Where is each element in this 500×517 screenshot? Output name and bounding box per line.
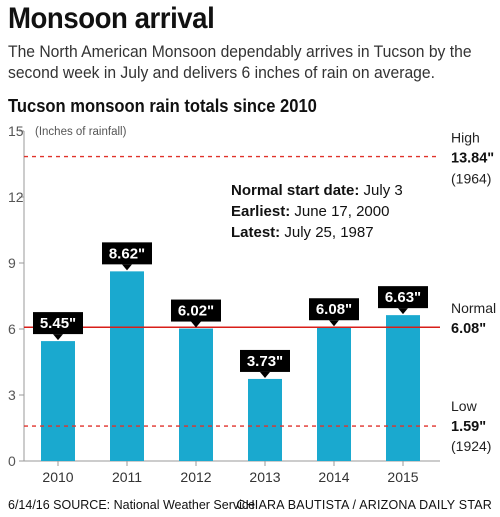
- footer-credit: CHIARA BAUTISTA / ARIZONA DAILY STAR: [236, 498, 492, 512]
- normal-start-value: July 3: [359, 182, 403, 199]
- ref-value-low: 1.59": [451, 419, 486, 435]
- chart-subhead: Tucson monsoon rain totals since 2010: [8, 96, 317, 116]
- x-tick-label-2015: 2015: [387, 469, 418, 485]
- bars: [41, 271, 420, 461]
- axes: 0 3 6 9 12 15 (Inches of rainfall) 2010 2011 2012…: [8, 123, 440, 485]
- latest-value: July 25, 1987: [280, 224, 374, 241]
- bar-2014: [317, 327, 351, 461]
- data-label-pointer: [191, 321, 201, 328]
- data-label-2014: 6.08": [316, 301, 352, 318]
- data-label-pointer: [53, 334, 63, 341]
- data-label-pointer: [329, 320, 339, 327]
- ref-value-high: 13.84": [451, 151, 494, 167]
- data-label-box: [378, 286, 428, 309]
- latest-label: Latest:: [231, 224, 281, 241]
- x-tick-label-2010: 2010: [42, 469, 73, 485]
- earliest-line: Earliest: June 17, 2000: [231, 201, 403, 222]
- y-tick-label: 9: [8, 255, 16, 271]
- earliest-label: Earliest:: [231, 203, 291, 220]
- bar-2010: [41, 341, 75, 461]
- ref-name-low: Low: [451, 398, 478, 414]
- data-label-2015: 6.63": [385, 289, 421, 306]
- normal-start-label: Normal start date:: [231, 182, 360, 199]
- data-label-2011: 8.62": [109, 245, 145, 262]
- y-tick-label: 15: [8, 123, 24, 139]
- data-label-box: [171, 299, 221, 322]
- y-tick-label: 0: [8, 453, 16, 469]
- ref-name-high: High: [451, 130, 480, 146]
- x-tick-label-2013: 2013: [249, 469, 280, 485]
- bar-2015: [386, 315, 420, 461]
- latest-line: Latest: July 25, 1987: [231, 222, 403, 243]
- normal-start-line: Normal start date: July 3: [231, 180, 403, 201]
- x-tick-label-2014: 2014: [318, 469, 349, 485]
- earliest-value: June 17, 2000: [290, 203, 390, 220]
- bar-2011: [110, 271, 144, 461]
- footer-source: 6/14/16 SOURCE: National Weather Service: [8, 498, 256, 512]
- data-label-pointer: [260, 371, 270, 378]
- x-tick-label-2012: 2012: [180, 469, 211, 485]
- data-label-pointer: [398, 308, 408, 315]
- data-label-2010: 5.45": [40, 315, 76, 332]
- data-label-box: [33, 312, 83, 335]
- data-label-box: [240, 349, 290, 372]
- bar-2012: [179, 328, 213, 461]
- bar-2013: [248, 378, 282, 461]
- x-tick-label-2011: 2011: [112, 469, 142, 485]
- y-tick-label: 6: [8, 321, 16, 337]
- reference-lines: High 13.84" (1964) Normal 6.08" Low 1.59" (1924…: [24, 130, 496, 454]
- data-label-2012: 6.02": [178, 303, 214, 320]
- data-label-box: [309, 298, 359, 321]
- monsoon-dates-note: Normal start date: July 3 Earliest: June…: [231, 180, 403, 243]
- data-label-pointer: [122, 264, 132, 271]
- data-labels: 5.45" 8.62" 6.02" 3.73" 6.08" 6.63": [33, 242, 428, 378]
- y-tick-label: 12: [8, 189, 24, 205]
- dek: The North American Monsoon dependably ar…: [8, 43, 472, 82]
- ref-year-high: (1964): [451, 171, 491, 187]
- data-label-2013: 3.73": [247, 353, 283, 370]
- data-label-box: [102, 242, 152, 265]
- headline: Monsoon arrival: [8, 2, 215, 35]
- ref-year-low: (1924): [451, 438, 491, 454]
- ref-value-normal: 6.08": [451, 321, 486, 337]
- ref-name-normal: Normal: [451, 300, 496, 316]
- y-axis-label: (Inches of rainfall): [35, 126, 127, 138]
- y-tick-label: 3: [8, 387, 16, 403]
